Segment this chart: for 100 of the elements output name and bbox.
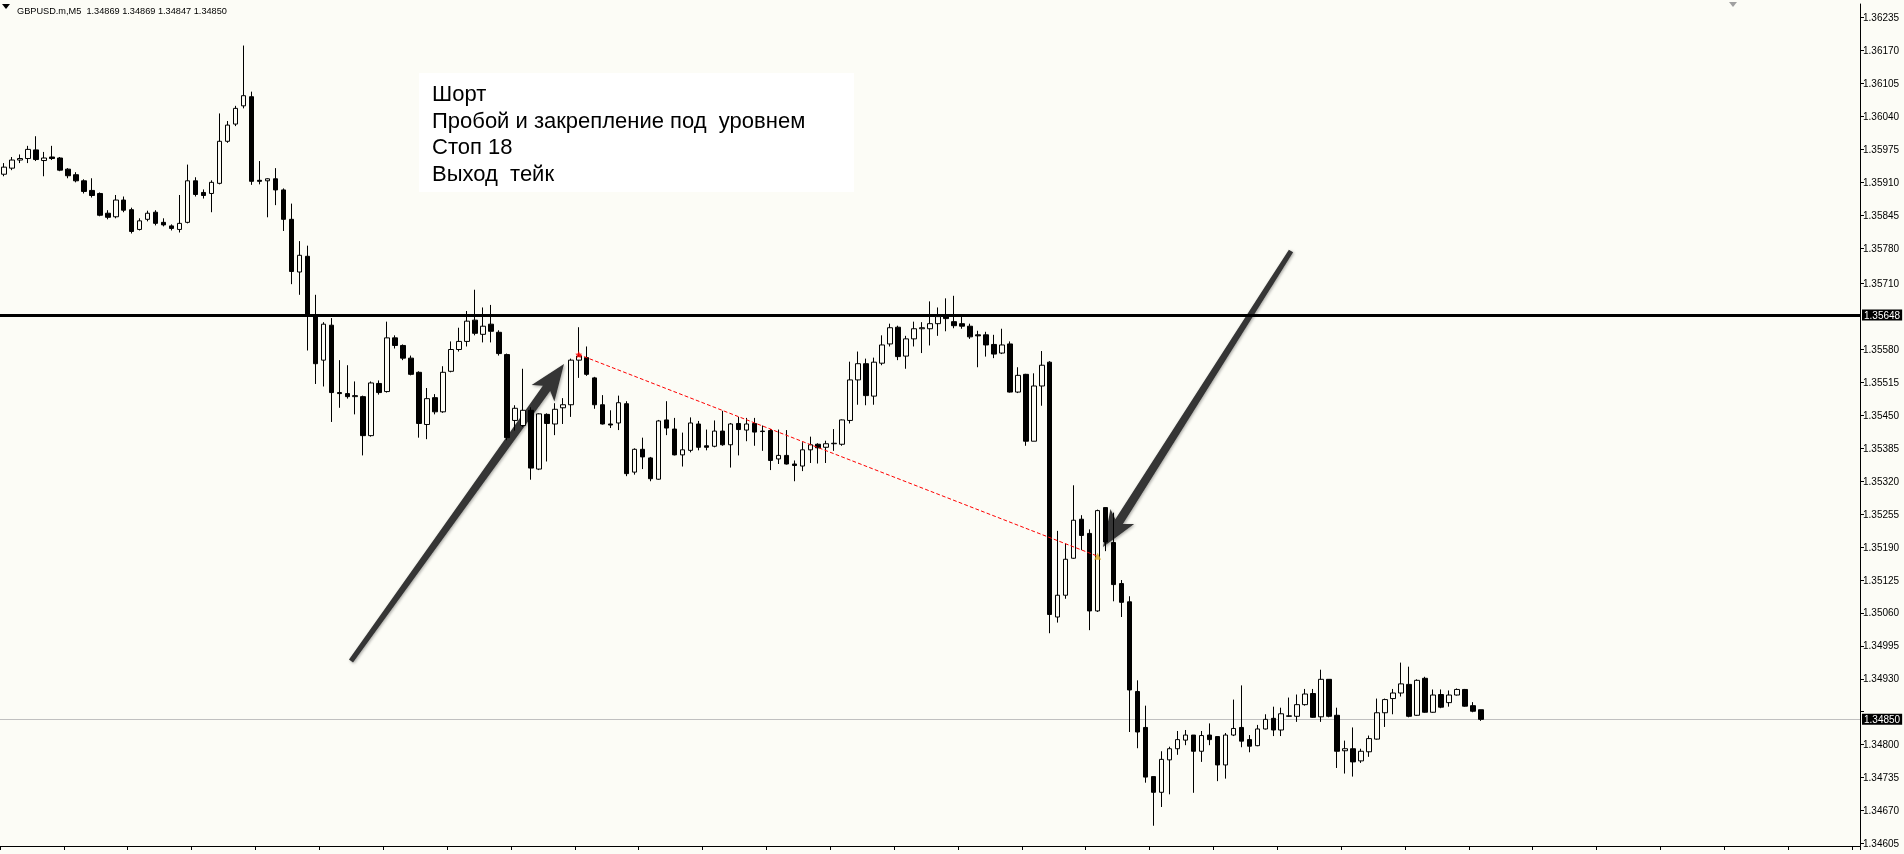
candlestick — [664, 400, 669, 436]
candlestick — [919, 321, 925, 354]
candlestick — [289, 203, 294, 285]
candlestick — [544, 412, 550, 462]
candlestick — [1079, 514, 1084, 551]
y-tick-label: 1.35975 — [1863, 143, 1900, 155]
candlestick — [1382, 698, 1388, 728]
candlestick — [25, 145, 31, 164]
candlestick — [249, 91, 254, 186]
candlestick — [49, 145, 55, 161]
candlestick — [448, 340, 454, 373]
y-tick-label: 1.34995 — [1863, 640, 1900, 652]
candlestick — [1430, 688, 1436, 714]
candlestick — [161, 217, 166, 227]
candlestick — [145, 210, 150, 222]
candlestick — [999, 328, 1005, 355]
candlestick — [632, 447, 637, 476]
candlestick — [752, 417, 757, 447]
candlestick — [105, 209, 111, 220]
candlestick — [137, 217, 142, 231]
candlestick — [871, 357, 877, 406]
candlestick — [201, 188, 206, 200]
candlestick — [41, 151, 47, 177]
candlestick — [424, 387, 430, 440]
candlestick — [9, 156, 15, 171]
candlestick — [720, 410, 725, 447]
candlestick — [257, 160, 262, 185]
y-tick-label: 1.34800 — [1863, 739, 1900, 751]
candlestick — [345, 364, 350, 400]
candlestick — [1151, 776, 1156, 827]
candlestick — [1023, 373, 1029, 447]
candlestick — [57, 156, 63, 172]
y-tick-label: 1.35580 — [1863, 344, 1900, 356]
candlestick — [1302, 688, 1308, 707]
candlestick — [1, 162, 7, 177]
candlestick — [1127, 595, 1132, 733]
candlestick — [89, 177, 95, 199]
candlestick — [1438, 688, 1444, 709]
candlestick — [1271, 706, 1276, 737]
candlestick — [584, 345, 589, 377]
candlestick — [129, 207, 134, 234]
candlestick — [352, 380, 358, 415]
candlestick — [696, 420, 701, 451]
candlestick — [1167, 746, 1172, 795]
y-tick-label: 1.35320 — [1863, 475, 1900, 487]
candlestick — [1175, 730, 1180, 756]
candlestick — [1007, 340, 1013, 394]
candlestick — [1390, 688, 1396, 715]
candlestick — [1191, 734, 1196, 794]
candlestick — [640, 437, 645, 470]
candlestick — [903, 335, 909, 370]
candlestick — [121, 196, 126, 213]
candlestick — [1294, 694, 1300, 723]
candlestick — [193, 176, 198, 198]
candlestick — [600, 394, 605, 425]
candlestick — [81, 178, 87, 194]
candlestick — [1263, 713, 1268, 730]
candlestick — [983, 331, 989, 358]
candlestick — [1422, 676, 1428, 714]
candlestick — [776, 429, 781, 465]
candlestick — [616, 395, 621, 431]
y-tick-label: 1.34930 — [1863, 673, 1900, 685]
y-tick-label: 1.35910 — [1863, 176, 1900, 188]
annotation: Выход тейк — [432, 161, 555, 187]
candlestick — [17, 153, 23, 164]
y-tick-label: 1.34605 — [1863, 837, 1900, 849]
candlestick — [392, 334, 398, 349]
candlestick — [1207, 722, 1212, 746]
y-tick-label: 1.35190 — [1863, 541, 1900, 553]
candlestick — [321, 321, 326, 387]
y-tick-label: 1.35845 — [1863, 209, 1900, 221]
annotation: Шорт — [432, 81, 487, 106]
candlestick — [1334, 707, 1340, 769]
candlestick — [680, 432, 685, 468]
candlestick — [967, 323, 973, 340]
candlestick — [823, 440, 829, 464]
candlestick — [608, 409, 613, 429]
candlestick — [1031, 372, 1037, 442]
candlestick — [895, 325, 901, 361]
candlestick — [297, 240, 302, 296]
candlestick — [568, 358, 574, 418]
candlestick — [736, 416, 741, 456]
candlestick — [1015, 366, 1021, 394]
y-tick-label: 1.36235 — [1863, 12, 1900, 24]
candlestick — [376, 379, 382, 396]
candlestick — [672, 417, 677, 456]
y-tick-label: 1.36105 — [1863, 78, 1900, 90]
candlestick — [688, 416, 693, 453]
candlestick — [656, 419, 661, 481]
candlestick — [1143, 705, 1148, 784]
candlestick — [1462, 688, 1468, 708]
candlestick — [552, 402, 558, 436]
candlestick — [337, 359, 342, 409]
candlestick — [1119, 579, 1124, 618]
candlestick — [800, 441, 805, 472]
candlestick — [1278, 707, 1284, 737]
candlestick — [1398, 662, 1404, 698]
candlestick — [520, 368, 526, 428]
y-tick-label: 1.36170 — [1863, 45, 1900, 57]
candlestick — [1199, 730, 1204, 763]
